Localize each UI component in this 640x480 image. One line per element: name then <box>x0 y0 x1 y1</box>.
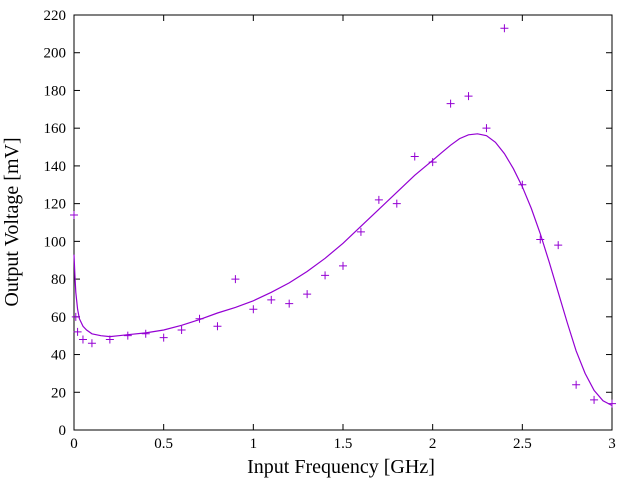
x-tick-label: 2 <box>429 436 437 452</box>
data-point <box>410 152 419 161</box>
data-point <box>392 199 401 208</box>
x-tick-label: 1 <box>250 436 258 452</box>
y-tick-label: 120 <box>44 197 67 213</box>
fit-curve <box>73 133 613 407</box>
data-point <box>123 331 132 340</box>
y-axis: 0 20 40 60 80 100 120 140 160 180 200 220 <box>44 8 612 439</box>
data-point <box>464 92 473 101</box>
y-tick-label: 180 <box>44 83 67 99</box>
data-point <box>78 335 87 344</box>
data-point <box>87 339 96 348</box>
data-point <box>177 326 186 335</box>
x-tick-label: 1.5 <box>334 436 353 452</box>
data-point <box>231 275 240 284</box>
data-point <box>267 295 276 304</box>
data-point <box>249 305 258 314</box>
data-point <box>339 261 347 270</box>
data-point <box>428 158 437 167</box>
data-point <box>572 380 581 389</box>
x-tick-label: 0 <box>70 436 78 452</box>
y-tick-label: 100 <box>44 234 67 250</box>
y-tick-label: 140 <box>44 159 67 175</box>
data-point <box>608 399 616 408</box>
data-point <box>73 327 82 336</box>
data-point <box>518 180 527 189</box>
y-tick-label: 160 <box>44 121 67 137</box>
y-tick-label: 20 <box>51 385 66 401</box>
data-point <box>70 210 78 219</box>
y-tick-label: 40 <box>51 348 66 364</box>
data-point <box>356 227 365 236</box>
x-axis: 0 0.5 1 1.5 2 2.5 3 <box>70 15 616 452</box>
data-point <box>141 329 150 338</box>
data-point <box>446 99 455 108</box>
data-point <box>374 195 383 204</box>
x-tick-label: 3 <box>608 436 616 452</box>
data-point <box>500 24 509 33</box>
x-tick-label: 0.5 <box>154 436 173 452</box>
data-point <box>105 335 114 344</box>
data-points <box>70 24 616 408</box>
data-point <box>303 290 312 299</box>
data-point <box>590 395 599 404</box>
x-axis-title: Input Frequency [GHz] <box>247 456 435 478</box>
data-point <box>213 322 222 331</box>
data-point <box>554 241 563 250</box>
y-tick-label: 200 <box>44 46 67 62</box>
y-tick-label: 0 <box>59 423 67 439</box>
data-point <box>285 299 294 308</box>
y-tick-label: 80 <box>51 272 66 288</box>
data-point <box>321 271 330 280</box>
y-axis-title: Output Voltage [mV] <box>1 137 23 306</box>
data-point <box>482 124 491 133</box>
data-point <box>71 312 80 321</box>
x-tick-label: 2.5 <box>513 436 532 452</box>
data-point <box>536 235 545 244</box>
y-tick-label: 60 <box>51 310 66 326</box>
plot-frame <box>73 14 613 431</box>
data-point <box>195 314 204 323</box>
data-point <box>159 333 168 342</box>
y-tick-label: 220 <box>44 8 67 24</box>
